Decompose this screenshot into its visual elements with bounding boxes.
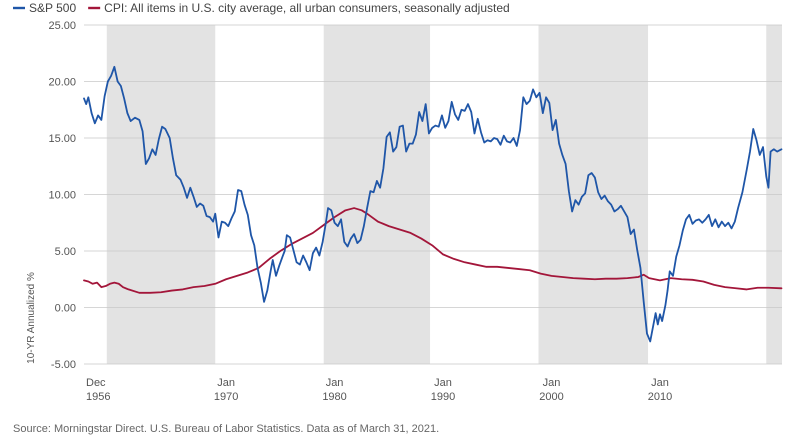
x-tick-label-month: Jan <box>326 377 344 389</box>
y-tick-label: 20.00 <box>48 77 76 89</box>
x-tick-label-month: Dec <box>86 377 106 389</box>
legend-label: CPI: All items in U.S. city average, all… <box>104 1 510 15</box>
x-tick-label-year: 2010 <box>648 391 672 403</box>
y-tick-label: 25.00 <box>48 20 76 32</box>
x-tick-label-year: 1990 <box>431 391 455 403</box>
y-tick-label: 15.00 <box>48 133 76 145</box>
x-axis-ticks: Dec 1956 Jan 1970 Jan 1980 Jan 1990 Jan 2000 Jan 20… <box>86 377 672 403</box>
y-tick-label: 0.00 <box>55 303 76 315</box>
series-line-cpi <box>83 207 783 294</box>
x-tick-label-month: Jan <box>217 377 235 389</box>
series-lines <box>83 65 783 343</box>
x-tick-label-year: 1956 <box>86 391 110 403</box>
x-tick-label-year: 2000 <box>539 391 563 403</box>
y-tick-label: 10.00 <box>48 190 76 202</box>
x-tick-label-year: 1980 <box>322 391 346 403</box>
y-axis-label: 10-YR Annualized % <box>26 272 37 364</box>
x-tick-label-year: 1970 <box>214 391 238 403</box>
source-note: Source: Morningstar Direct. U.S. Bureau … <box>13 423 439 435</box>
y-tick-label: 5.00 <box>55 246 76 258</box>
series-line-sp500 <box>83 65 783 343</box>
legend: S&P 500 CPI: All items in U.S. city avera… <box>13 1 510 15</box>
legend-label: S&P 500 <box>29 1 76 15</box>
x-tick-label-month: Jan <box>434 377 452 389</box>
y-tick-label: -5.00 <box>51 359 76 371</box>
x-tick-label-month: Jan <box>651 377 669 389</box>
x-tick-label-month: Jan <box>543 377 561 389</box>
y-axis-ticks: 25.00 20.00 15.00 10.00 5.00 0.00 -5.00 <box>48 20 76 371</box>
